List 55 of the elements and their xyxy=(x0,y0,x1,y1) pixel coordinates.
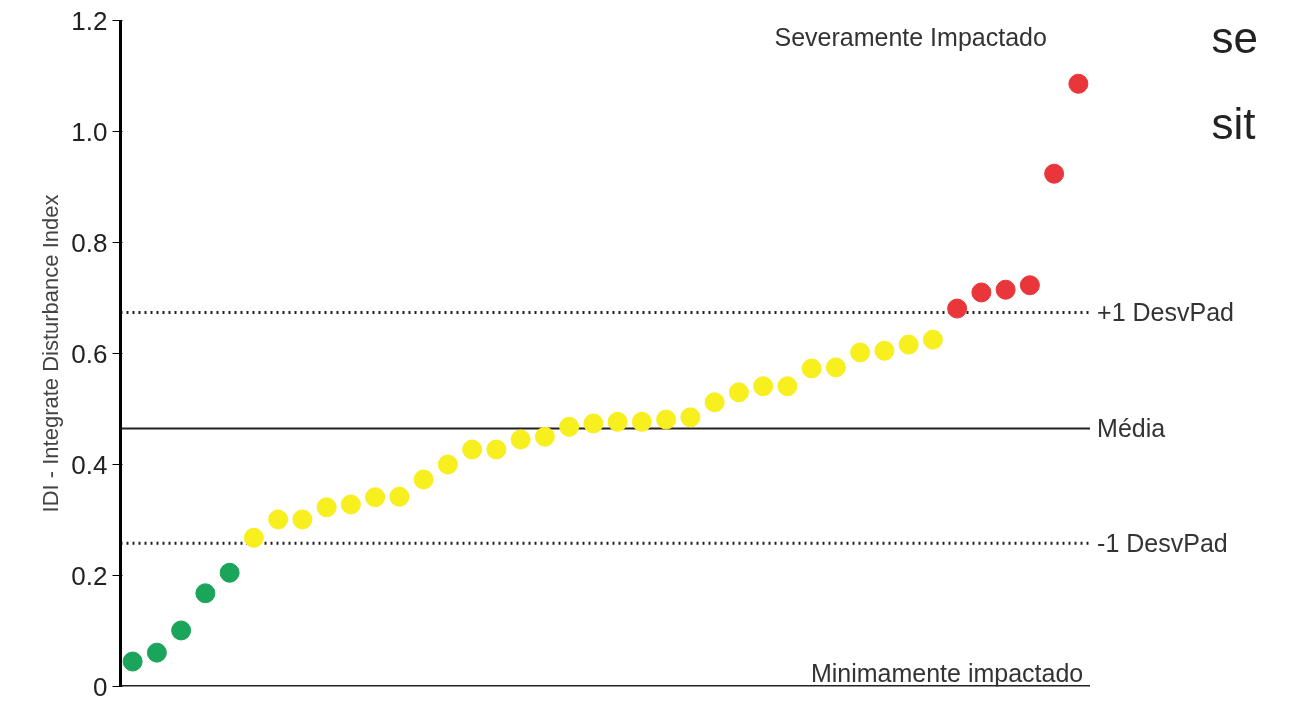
point xyxy=(486,439,507,460)
point xyxy=(122,651,143,672)
annotation: Minimamente impactado xyxy=(810,659,1084,688)
y-tick-label: 0.6 xyxy=(71,338,108,369)
point xyxy=(728,382,749,403)
point xyxy=(583,413,604,434)
point xyxy=(825,357,846,378)
point xyxy=(268,509,289,530)
point xyxy=(1068,73,1089,94)
point xyxy=(995,279,1016,300)
y-tick-label: 0.4 xyxy=(71,449,108,480)
point xyxy=(898,334,919,355)
ref-line-label: +1 DesvPad xyxy=(1097,298,1234,327)
point xyxy=(340,494,361,515)
point xyxy=(365,487,386,508)
point xyxy=(874,340,895,361)
ref-line-label: Média xyxy=(1097,414,1166,443)
point xyxy=(243,527,264,548)
text: se xyxy=(1211,12,1258,62)
y-tick-label: 1.2 xyxy=(71,5,108,36)
y-tick-label: 0 xyxy=(93,671,108,702)
ref-line-label: -1 DesvPad xyxy=(1097,529,1228,558)
point xyxy=(413,469,434,490)
point xyxy=(704,392,725,413)
point xyxy=(753,376,774,397)
point xyxy=(292,509,313,530)
point xyxy=(171,620,192,641)
point xyxy=(801,358,822,379)
y-tick-label: 0.2 xyxy=(71,560,108,591)
point xyxy=(850,342,871,363)
point xyxy=(680,407,701,428)
point xyxy=(631,411,652,432)
point xyxy=(947,298,968,319)
y-axis-title: IDI - Integrate Disturbance Index xyxy=(38,194,64,513)
point xyxy=(195,583,216,604)
text: sit xyxy=(1211,99,1256,149)
point xyxy=(1044,163,1065,184)
point xyxy=(389,486,410,507)
point xyxy=(534,426,555,447)
point xyxy=(559,416,580,437)
point xyxy=(219,562,240,583)
point xyxy=(777,376,798,397)
point xyxy=(607,411,628,432)
point xyxy=(316,497,337,518)
y-tick-label: 1.0 xyxy=(71,116,108,147)
point xyxy=(146,642,167,663)
point xyxy=(922,329,943,350)
point xyxy=(437,454,458,475)
annotation: Severamente Impactado xyxy=(774,23,1047,52)
point xyxy=(1019,275,1040,296)
point xyxy=(510,429,531,450)
point xyxy=(971,282,992,303)
y-tick-label: 0.8 xyxy=(71,227,108,258)
point xyxy=(462,439,483,460)
point xyxy=(656,409,677,430)
